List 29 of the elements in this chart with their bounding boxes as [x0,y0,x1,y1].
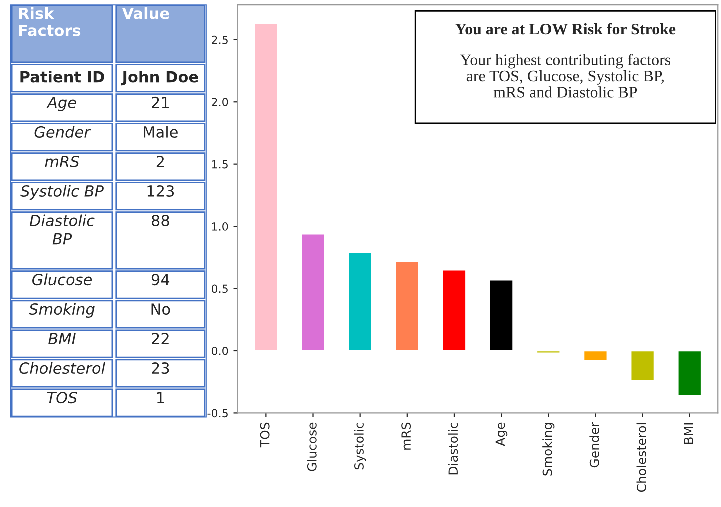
x-tick-label: Age [496,422,508,446]
annotation: You are at LOW Risk for Stroke [456,23,676,35]
bar [536,350,562,354]
annotation: Your highest contributing factors are TOS, Glucose, Systolic BP, mRS and Diastolic BP [460,54,671,98]
bar [300,233,326,352]
x-tick-label: TOS [260,422,270,448]
bar [254,23,279,352]
y-tick-label: 2.5 [212,36,228,44]
y-tick-label: 0.0 [212,346,228,356]
x-tick-label: Gender [590,422,600,468]
bar [583,350,608,362]
x-tick-label: Diastolic [448,423,458,475]
bar [348,252,373,352]
bar [394,260,420,352]
y-tick-label: 2.0 [212,98,228,107]
x-tick-label: mRS [402,422,412,450]
x-tick-label: Smoking [542,423,555,476]
bar [630,350,656,382]
y-tick-label: 0.5 [212,284,228,294]
x-tick-label: Cholesterol [636,423,646,492]
x-tick-label: BMI [684,423,694,444]
x-tick-label: Systolic [354,423,366,470]
bar [489,279,514,352]
y-tick-label: 1.5 [212,160,228,169]
x-tick-label: Glucose [307,422,317,472]
bar [677,350,702,396]
y-tick-label: -0.5 [208,409,228,418]
bar [442,269,467,352]
y-tick-label: 1.0 [212,222,228,231]
